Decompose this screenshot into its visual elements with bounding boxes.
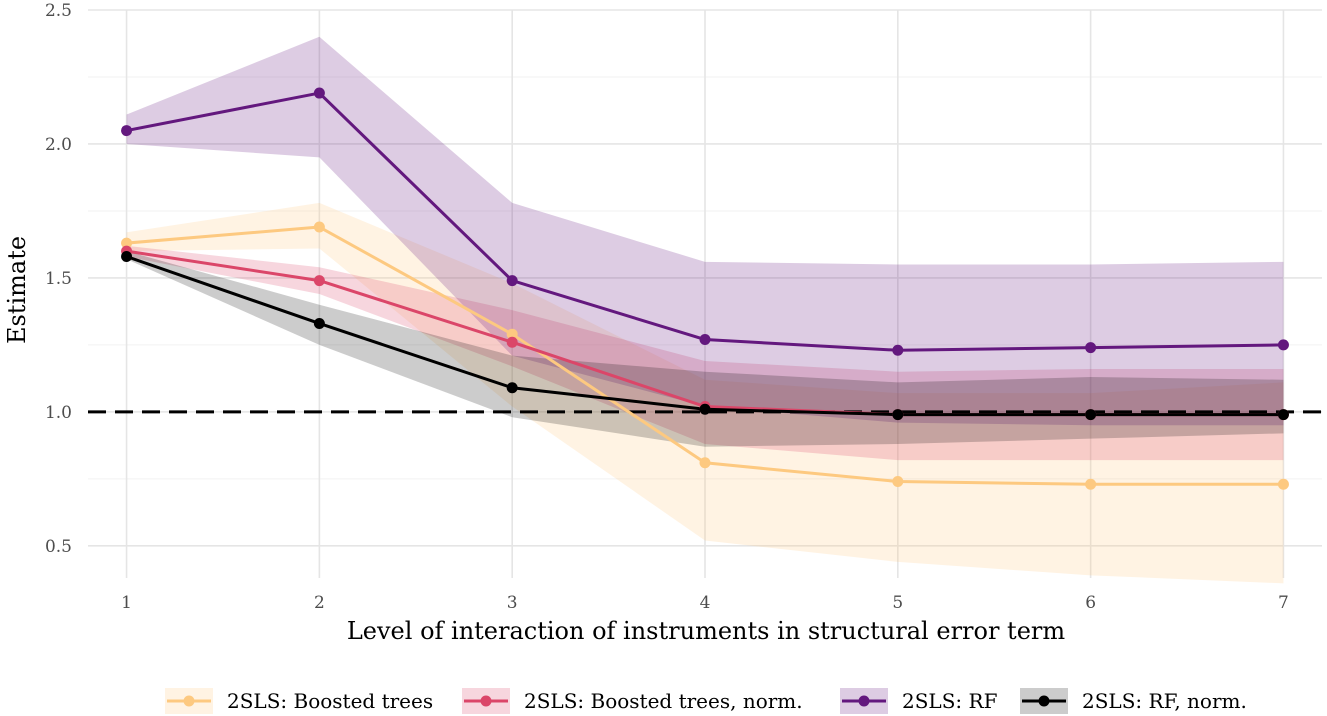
legend-key-point (183, 695, 195, 707)
point-series-4 (699, 403, 711, 415)
y-axis-title: Estimate (3, 236, 31, 344)
point-series-1 (121, 237, 133, 249)
confidence-bands (126, 36, 1284, 584)
band-series-4 (126, 251, 1284, 447)
point-series-3 (892, 344, 904, 356)
x-tick-label: 7 (1278, 593, 1289, 613)
point-series-4 (1085, 409, 1097, 421)
point-series-3 (699, 334, 711, 346)
x-tick-label: 6 (1085, 593, 1096, 613)
x-tick-label: 5 (892, 593, 903, 613)
x-axis-title: Level of interaction of instruments in s… (347, 617, 1066, 645)
point-series-3 (506, 275, 518, 287)
point-series-1 (892, 476, 904, 488)
legend-label: 2SLS: RF, norm. (1082, 689, 1247, 713)
point-series-4 (506, 382, 518, 394)
point-series-3 (121, 125, 133, 137)
x-tick-label: 4 (700, 593, 711, 613)
band-series-3 (126, 36, 1284, 426)
point-series-2 (506, 336, 518, 348)
point-series-1 (313, 221, 325, 233)
x-tick-label: 1 (121, 593, 132, 613)
band-series-2 (126, 245, 1284, 461)
point-series-1 (506, 328, 518, 340)
y-tick-label: 1.0 (45, 403, 72, 423)
point-series-3 (1277, 339, 1289, 351)
legend-label: 2SLS: Boosted trees, norm. (524, 689, 803, 713)
band-series-1 (126, 202, 1284, 584)
legend-label: 2SLS: Boosted trees (227, 689, 433, 713)
point-series-4 (313, 317, 325, 329)
y-tick-label: 2.0 (45, 135, 72, 155)
point-series-1 (699, 457, 711, 469)
legend-label: 2SLS: RF (902, 689, 998, 713)
x-tick-label: 2 (314, 593, 325, 613)
point-series-4 (1277, 409, 1289, 421)
y-tick-label: 2.5 (45, 1, 72, 21)
legend-key-point (1038, 695, 1050, 707)
y-tick-label: 1.5 (45, 269, 72, 289)
point-series-3 (1085, 342, 1097, 354)
point-series-1 (1277, 478, 1289, 490)
legend-key-point (858, 695, 870, 707)
point-series-3 (313, 87, 325, 99)
point-series-4 (892, 409, 904, 421)
point-series-1 (1085, 478, 1097, 490)
x-tick-label: 3 (507, 593, 518, 613)
point-series-2 (313, 275, 325, 287)
legend: 2SLS: Boosted trees 2SLS: Boosted trees, … (165, 688, 1247, 714)
point-series-4 (121, 250, 133, 262)
series-points (121, 87, 1289, 490)
legend-key-point (480, 695, 492, 707)
y-tick-label: 0.5 (45, 537, 72, 557)
axis-ticks: 0.5 1.0 1.5 2.0 2.5 1 2 3 4 5 6 7 (45, 1, 1289, 613)
